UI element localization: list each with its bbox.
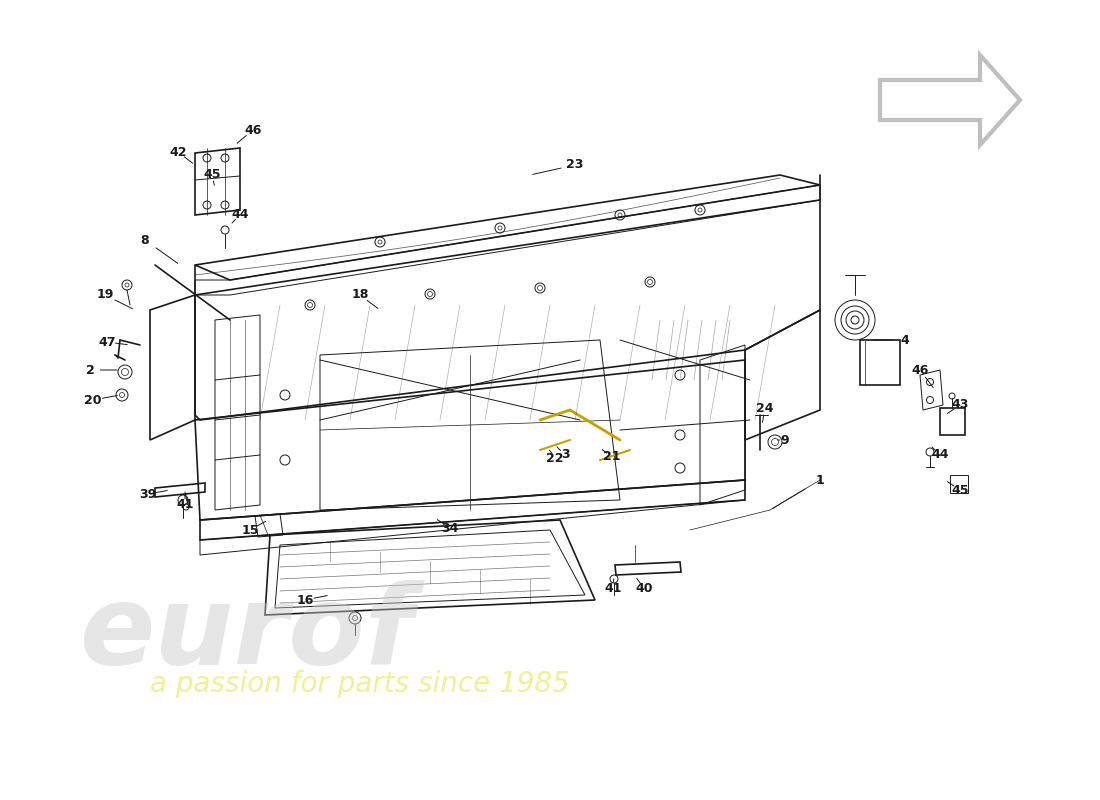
Text: 23: 23 xyxy=(566,158,584,171)
Text: 24: 24 xyxy=(757,402,773,414)
Text: 47: 47 xyxy=(98,335,116,349)
Text: 22: 22 xyxy=(547,451,563,465)
Text: 45: 45 xyxy=(952,483,969,497)
Text: 9: 9 xyxy=(781,434,790,446)
Text: 44: 44 xyxy=(932,449,948,462)
Text: 44: 44 xyxy=(231,209,249,222)
Text: 34: 34 xyxy=(441,522,459,534)
Text: a passion for parts since 1985: a passion for parts since 1985 xyxy=(150,670,570,698)
Text: 21: 21 xyxy=(603,450,620,463)
Text: 43: 43 xyxy=(952,398,969,411)
Text: 41: 41 xyxy=(604,582,622,594)
Text: 39: 39 xyxy=(140,487,156,501)
Text: 15: 15 xyxy=(241,523,258,537)
Text: 16: 16 xyxy=(296,594,314,606)
Text: 3: 3 xyxy=(561,449,570,462)
Text: 41: 41 xyxy=(176,498,194,511)
Text: 19: 19 xyxy=(97,289,113,302)
Text: 45: 45 xyxy=(204,169,221,182)
Text: 20: 20 xyxy=(85,394,101,406)
Text: 42: 42 xyxy=(169,146,187,158)
Text: 8: 8 xyxy=(141,234,150,246)
Text: 1: 1 xyxy=(815,474,824,486)
Text: 46: 46 xyxy=(911,363,928,377)
Text: 2: 2 xyxy=(86,363,95,377)
Text: 40: 40 xyxy=(636,582,652,594)
Text: 46: 46 xyxy=(244,123,262,137)
Text: eurof: eurof xyxy=(80,580,414,687)
Text: 18: 18 xyxy=(351,289,369,302)
Text: 4: 4 xyxy=(901,334,910,346)
